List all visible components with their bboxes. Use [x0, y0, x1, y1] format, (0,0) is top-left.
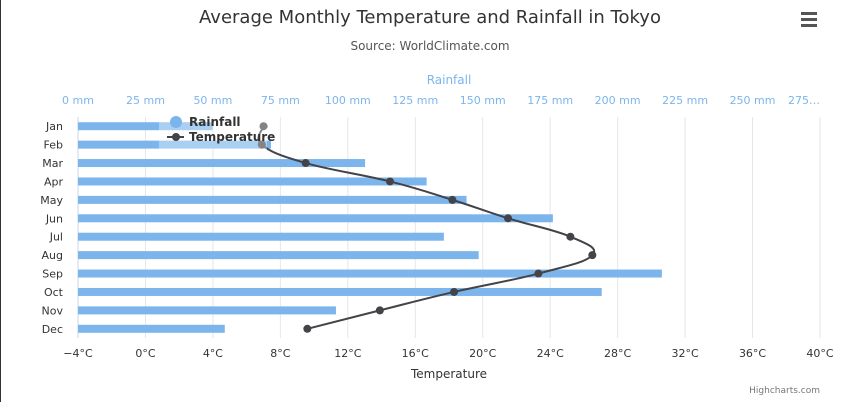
temperature-point [301, 159, 310, 168]
rainfall-bar [78, 140, 271, 149]
top-tick-label: 250 mm [730, 94, 776, 107]
hamburger-menu-icon[interactable] [801, 12, 817, 27]
bottom-tick-label: 0°C [135, 347, 155, 360]
rainfall-bar [78, 122, 213, 131]
legend-item-temperature[interactable]: Temperature [167, 130, 275, 144]
top-tick-label: 175 mm [527, 94, 573, 107]
rainfall-bar [78, 306, 336, 315]
temperature-point [566, 232, 575, 241]
bottom-tick-label: 32°C [671, 347, 698, 360]
category-label: Oct [44, 286, 64, 299]
legend-label-rainfall: Rainfall [189, 115, 241, 129]
category-label: Nov [42, 304, 64, 317]
top-tick-label: 125 mm [392, 94, 438, 107]
category-label: Jun [45, 212, 63, 225]
rainfall-bar [78, 269, 662, 278]
chart-subtitle: Source: WorldClimate.com [350, 39, 509, 53]
rainfall-bar [78, 324, 225, 333]
category-label: Sep [42, 268, 63, 281]
category-label: Mar [42, 157, 63, 170]
rainfall-bar [78, 159, 366, 168]
legend-label-temperature: Temperature [189, 130, 275, 144]
rainfall-legend-symbol [170, 116, 182, 128]
temperature-point [303, 324, 312, 333]
top-axis-title: Rainfall [427, 73, 472, 87]
bottom-axis-title: Temperature [410, 367, 487, 381]
chart-title: Average Monthly Temperature and Rainfall… [199, 7, 661, 28]
temperature-legend-symbol [172, 133, 180, 141]
legend: Rainfall Temperature [159, 114, 275, 150]
temperature-point [257, 140, 266, 149]
temperature-point [375, 306, 384, 315]
bottom-tick-label: 16°C [402, 347, 429, 360]
top-tick-label: 275… [788, 94, 820, 107]
top-tick-label: 50 mm [193, 94, 232, 107]
bottom-tick-label: 8°C [270, 347, 290, 360]
category-label: May [40, 194, 63, 207]
rainfall-bar [78, 195, 467, 204]
rainfall-bar [78, 251, 479, 260]
temperature-point [450, 287, 459, 296]
bottom-tick-label: 24°C [537, 347, 564, 360]
category-label: Jul [49, 231, 63, 244]
temperature-point [448, 195, 457, 204]
top-tick-label: 150 mm [460, 94, 506, 107]
legend-item-rainfall[interactable]: Rainfall [170, 115, 241, 129]
bottom-tick-label: 40°C [806, 347, 833, 360]
category-label: Apr [44, 175, 64, 188]
temperature-line [257, 125, 595, 330]
top-tick-label: 100 mm [325, 94, 371, 107]
temperature-point [259, 122, 268, 131]
rainfall-bar [78, 214, 553, 223]
category-label: Feb [44, 139, 63, 152]
top-tick-label: 200 mm [595, 94, 641, 107]
rainfall-bar [78, 177, 427, 186]
bottom-tick-label: 4°C [203, 347, 223, 360]
bottom-tick-label: −4°C [63, 347, 93, 360]
temperature-point [504, 214, 513, 223]
temperature-point [588, 251, 597, 260]
bottom-tick-label: 12°C [334, 347, 361, 360]
bottom-tick-label: 28°C [604, 347, 631, 360]
temperature-point [385, 177, 394, 186]
top-tick-label: 0 mm [62, 94, 94, 107]
top-tick-label: 25 mm [126, 94, 165, 107]
category-label: Jan [45, 120, 63, 133]
category-label: Aug [42, 249, 63, 262]
bottom-tick-label: 36°C [739, 347, 766, 360]
temperature-point [534, 269, 543, 278]
rainfall-bar [78, 287, 602, 296]
rainfall-bar [78, 232, 444, 241]
top-tick-label: 75 mm [261, 94, 300, 107]
category-label: Dec [42, 323, 63, 336]
credits[interactable]: Highcharts.com [749, 386, 820, 396]
bottom-tick-label: 20°C [469, 347, 496, 360]
top-tick-label: 225 mm [662, 94, 708, 107]
